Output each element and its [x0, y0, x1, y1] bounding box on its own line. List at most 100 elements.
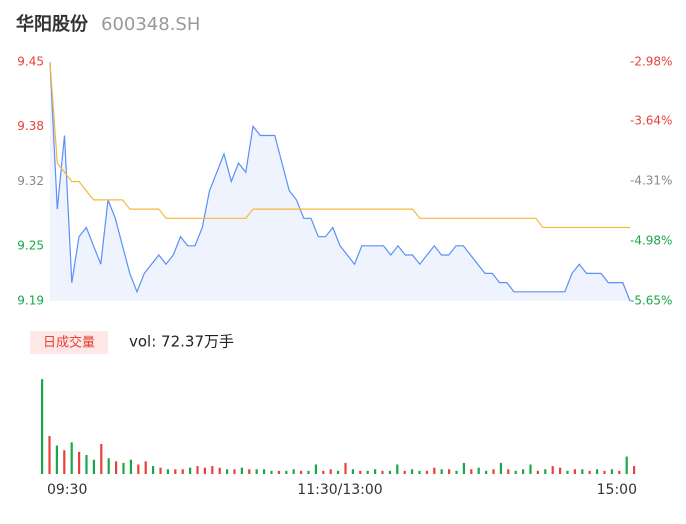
volume-bar	[581, 469, 584, 474]
y-tick-label: 9.45	[17, 55, 44, 69]
volume-label: 日成交量	[43, 335, 95, 351]
volume-bar	[551, 466, 554, 474]
x-tick-label: 09:30	[47, 482, 87, 498]
volume-bar	[522, 469, 525, 474]
x-tick-label: 15:00	[597, 482, 637, 498]
y2-tick-label: -3.64%	[630, 114, 672, 128]
volume-bar	[277, 470, 280, 474]
volume-bar	[359, 470, 362, 474]
volume-bar	[411, 469, 414, 474]
volume-bar	[226, 469, 229, 474]
volume-total: vol: 72.37万手	[129, 333, 234, 351]
volume-bar	[425, 470, 428, 474]
volume-bar	[159, 467, 162, 474]
y2-tick-label: -4.98%	[630, 234, 672, 248]
volume-bar	[366, 470, 369, 474]
volume-bar	[351, 469, 354, 474]
volume-bar	[536, 470, 539, 474]
volume-bar	[85, 455, 88, 474]
volume-bar	[174, 469, 177, 474]
volume-bar	[78, 451, 81, 474]
volume-bar	[107, 458, 110, 474]
volume-bar	[196, 466, 199, 474]
volume-bar	[233, 469, 236, 474]
volume-bar	[63, 450, 66, 474]
volume-bar	[470, 469, 473, 474]
volume-bar	[418, 470, 421, 474]
y-tick-label: 9.38	[17, 119, 44, 133]
volume-bar	[403, 470, 406, 474]
volume-bar	[129, 459, 132, 474]
volume-bar	[248, 469, 251, 474]
volume-tab	[30, 331, 108, 354]
volume-bar	[633, 466, 636, 474]
volume-bar	[115, 461, 118, 474]
volume-bar	[329, 469, 332, 474]
volume-bar	[381, 470, 384, 474]
volume-bar	[455, 470, 458, 474]
volume-bar	[507, 469, 510, 474]
volume-bar	[270, 470, 273, 474]
y-tick-label: 9.25	[17, 238, 44, 252]
volume-bar	[625, 456, 628, 474]
volume-bar	[41, 379, 44, 474]
volume-bar	[485, 470, 488, 474]
volume-bar	[300, 470, 303, 474]
y-tick-label: 9.32	[17, 174, 44, 188]
volume-bar	[240, 467, 243, 474]
price-line	[49, 61, 631, 302]
volume-bar	[322, 470, 325, 474]
volume-bar	[152, 466, 155, 474]
stock-name: 华阳股份	[16, 13, 89, 35]
volume-bar	[396, 464, 399, 474]
volume-bar	[559, 467, 562, 474]
volume-bar	[603, 470, 606, 474]
volume-bar	[573, 469, 576, 474]
volume-bar	[374, 469, 377, 474]
price-area	[50, 62, 630, 301]
volume-bar	[529, 464, 532, 474]
volume-bar	[596, 469, 599, 474]
volume-bar	[544, 469, 547, 474]
volume-bar	[181, 469, 184, 474]
volume-bar	[189, 467, 192, 474]
volume-bar	[92, 459, 95, 474]
volume-bar	[263, 469, 266, 474]
volume-bar	[344, 462, 347, 474]
volume-bar	[492, 469, 495, 474]
volume-bar	[218, 467, 221, 474]
x-tick-label: 11:30/13:00	[297, 482, 382, 498]
volume-bar	[166, 469, 169, 474]
volume-bar	[48, 436, 51, 474]
volume-bar	[618, 470, 621, 474]
volume-bar	[122, 462, 125, 474]
volume-bar	[292, 469, 295, 474]
volume-bar	[499, 462, 502, 474]
volume-bar	[70, 442, 73, 474]
volume-bar	[137, 464, 140, 474]
volume-bar	[433, 467, 436, 474]
volume-bar	[610, 469, 613, 474]
average-line	[49, 61, 630, 229]
stock-code: 600348.SH	[101, 14, 200, 35]
volume-bar	[144, 461, 147, 474]
y2-tick-label: -4.31%	[630, 174, 672, 188]
volume-bar	[440, 469, 443, 474]
y2-tick-label: -2.98%	[630, 55, 672, 69]
volume-bar	[477, 467, 480, 474]
volume-bar	[588, 470, 591, 474]
y-tick-label: 9.19	[17, 294, 44, 308]
volume-bar	[388, 470, 391, 474]
volume-bar	[566, 470, 569, 474]
y2-tick-label: -5.65%	[630, 294, 672, 308]
volume-bar	[462, 462, 465, 474]
volume-bar	[255, 469, 258, 474]
volume-bar	[100, 443, 103, 474]
volume-bar	[337, 470, 340, 474]
volume-bar	[211, 466, 214, 474]
volume-bar	[514, 470, 517, 474]
volume-bar	[203, 467, 206, 474]
volume-bar	[307, 470, 310, 474]
volume-bar	[314, 464, 317, 474]
